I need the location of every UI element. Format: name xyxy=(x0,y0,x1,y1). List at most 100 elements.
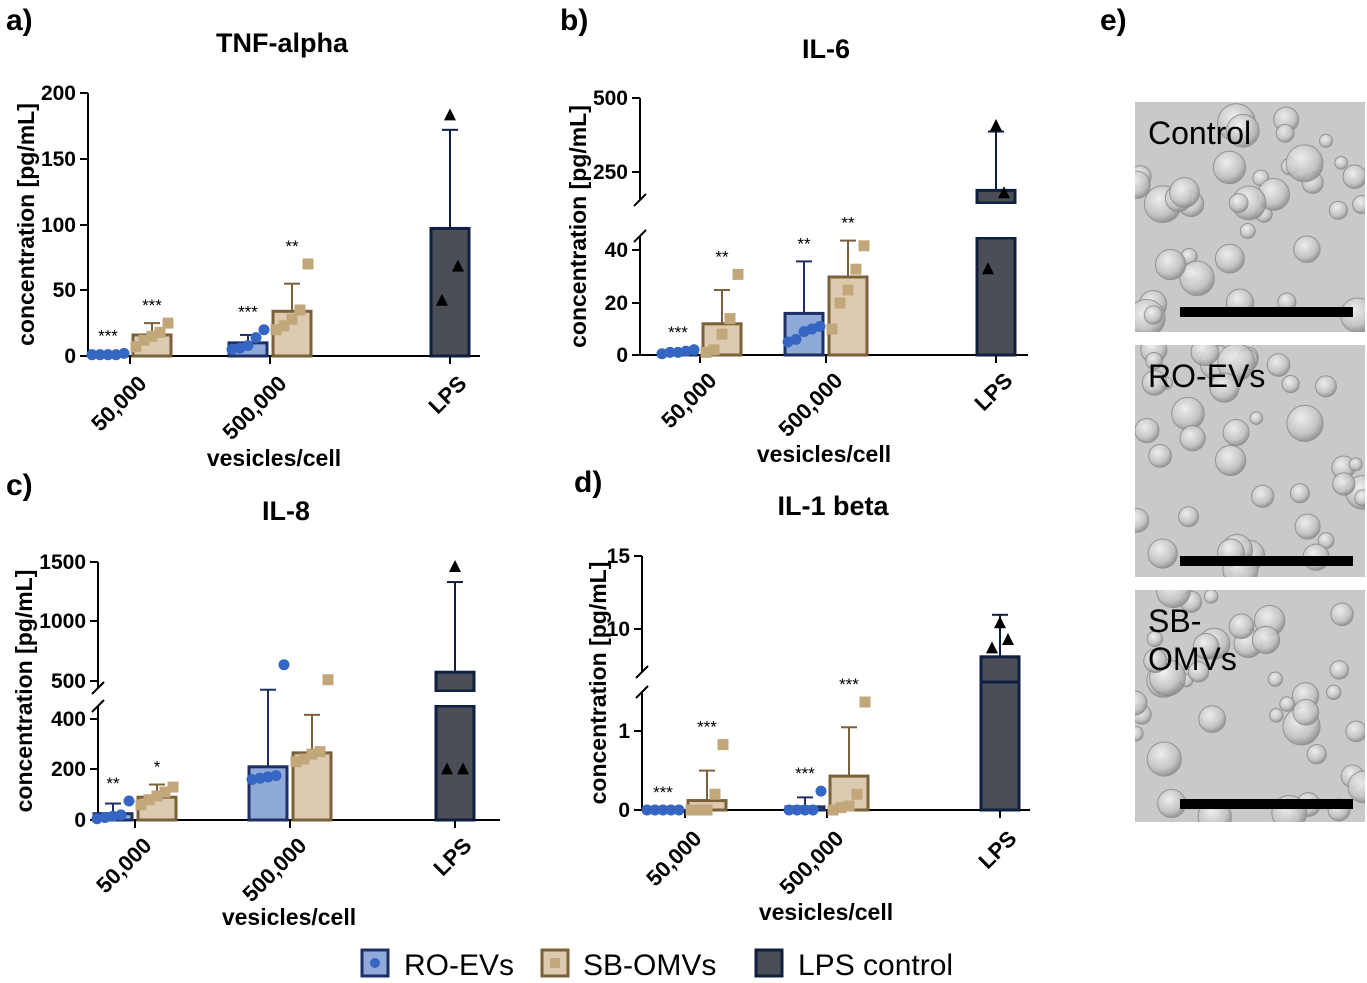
significance-label: *** xyxy=(142,296,162,315)
significance-label: *** xyxy=(697,718,717,737)
cell xyxy=(1222,418,1250,447)
y-tick-label: 0 xyxy=(64,345,76,368)
x-axis-label: vesicles/cell xyxy=(207,445,341,471)
legend-label: SB-OMVs xyxy=(583,949,716,982)
y-tick-label: 1000 xyxy=(39,610,86,633)
data-point xyxy=(115,809,127,821)
axis-break-mark xyxy=(633,193,647,207)
x-tick-label: LPS xyxy=(428,833,476,881)
legend-swatch xyxy=(360,948,390,978)
cell xyxy=(1286,404,1324,442)
x-tick-label: 500,000 xyxy=(218,371,292,445)
cell xyxy=(1171,396,1205,431)
cell xyxy=(1348,457,1363,472)
data-point xyxy=(242,339,254,351)
data-point xyxy=(994,616,1006,629)
data-point xyxy=(700,346,712,358)
y-axis-label: concentration [pg/mL] xyxy=(565,105,591,348)
panel-letter: e) xyxy=(1100,4,1127,37)
data-point xyxy=(270,324,282,336)
data-point xyxy=(717,739,729,751)
cell xyxy=(1135,690,1148,716)
data-point xyxy=(826,323,838,335)
y-axis-label: concentration [pg/mL] xyxy=(585,562,611,805)
data-point xyxy=(306,748,318,760)
data-point xyxy=(135,799,147,811)
cell xyxy=(1135,170,1151,199)
data-point xyxy=(986,641,998,654)
data-point xyxy=(94,349,106,361)
data-point xyxy=(452,259,464,272)
data-point xyxy=(102,349,114,361)
cell xyxy=(1266,353,1291,377)
x-axis-label: vesicles/cell xyxy=(222,904,356,930)
cell xyxy=(1228,193,1249,213)
cell xyxy=(1179,425,1206,452)
data-point xyxy=(1002,633,1014,645)
chart-title: TNF-alpha xyxy=(216,28,349,58)
data-point xyxy=(998,186,1010,199)
x-tick-label: 50,000 xyxy=(86,371,151,436)
micrograph-1: Control xyxy=(1135,102,1365,332)
y-tick-label: 40 xyxy=(605,239,628,262)
cell xyxy=(1251,625,1281,655)
significance-label: *** xyxy=(795,764,815,783)
bar xyxy=(979,655,1021,684)
cell xyxy=(1187,661,1210,683)
data-point xyxy=(843,800,855,812)
data-point xyxy=(688,344,700,356)
data-point xyxy=(457,762,469,775)
cell xyxy=(1239,222,1256,239)
cell xyxy=(1135,725,1144,742)
significance-label: *** xyxy=(238,303,258,322)
y-tick-label: 10 xyxy=(607,618,630,641)
cell xyxy=(1289,483,1310,504)
data-point xyxy=(708,344,720,356)
legend-swatch xyxy=(754,948,784,978)
data-point xyxy=(693,804,705,816)
x-tick-label: 500,000 xyxy=(774,368,848,442)
y-tick-label: 100 xyxy=(41,214,76,237)
data-point xyxy=(732,268,744,280)
axis-break-mark xyxy=(635,665,649,679)
y-tick-label: 500 xyxy=(51,670,86,693)
data-point xyxy=(790,333,802,345)
data-point xyxy=(143,794,155,806)
y-tick-label: 400 xyxy=(51,708,86,731)
data-point xyxy=(290,756,302,768)
scale-bar xyxy=(1180,556,1353,566)
cell xyxy=(1354,489,1365,507)
cell xyxy=(1326,684,1342,700)
data-point xyxy=(842,284,854,296)
chart-panel-1: a) TNF-alpha concentration [pg/mL]200 150 10… xyxy=(6,4,480,471)
data-point xyxy=(859,696,871,708)
data-point xyxy=(657,804,669,816)
y-tick-label: 1500 xyxy=(39,551,86,574)
data-point xyxy=(850,263,862,275)
cell xyxy=(1141,370,1168,396)
data-point xyxy=(641,804,653,816)
data-point xyxy=(322,674,334,686)
data-point xyxy=(86,349,98,361)
micrograph-3: SB-OMVs xyxy=(1135,590,1365,822)
data-point xyxy=(154,326,166,338)
cell xyxy=(1169,177,1200,208)
y-tick-label: 0 xyxy=(616,344,628,367)
data-point xyxy=(851,788,863,800)
cells xyxy=(1135,103,1365,332)
data-point xyxy=(302,258,314,270)
bar xyxy=(979,678,1021,812)
cell xyxy=(1209,372,1240,403)
data-point xyxy=(709,788,721,800)
significance-label: *** xyxy=(653,783,673,802)
cell xyxy=(1292,698,1320,726)
micrograph-2: RO-EVs xyxy=(1135,345,1365,577)
data-point xyxy=(858,240,870,252)
cell xyxy=(1228,613,1255,640)
cell xyxy=(1330,602,1354,627)
cell xyxy=(1148,444,1172,468)
x-axis-label: vesicles/cell xyxy=(759,899,893,925)
y-tick-label: 250 xyxy=(593,161,628,184)
cell xyxy=(1226,113,1260,148)
